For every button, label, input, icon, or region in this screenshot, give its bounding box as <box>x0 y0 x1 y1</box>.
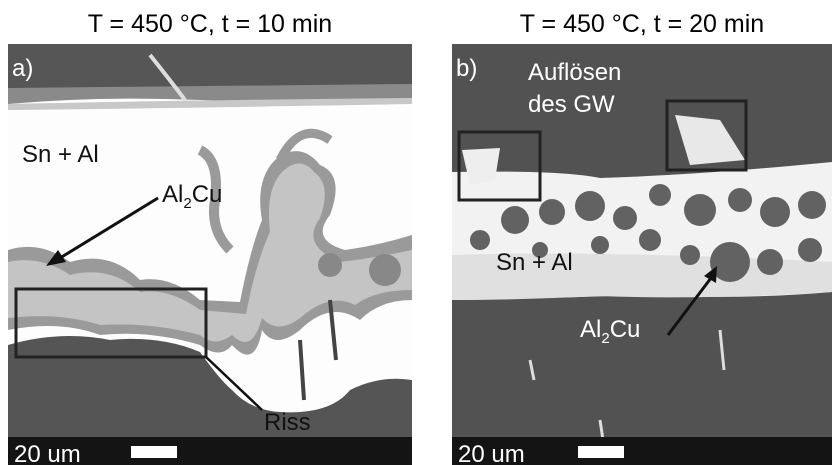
annotation: Riss <box>264 409 311 436</box>
annotation: des GW <box>528 91 615 118</box>
annotation-subscript: 2 <box>601 330 609 347</box>
annotation: Sn + Al <box>496 249 573 276</box>
scale-label: 20 um <box>14 441 81 465</box>
annotation-part: Cu <box>192 181 223 208</box>
annotation: Sn + Al <box>22 141 99 168</box>
panel-label: a) <box>12 55 33 82</box>
annotation-subscript: 2 <box>183 195 191 212</box>
annotation: Auflösen <box>528 59 621 86</box>
scale-label: 20 um <box>458 441 525 465</box>
annotation-part: Al <box>580 316 601 343</box>
panel-title: T = 450 °C, t = 20 min <box>520 10 764 38</box>
page: {"panels": [ {"title": "T = 450 °C, t = … <box>0 0 832 465</box>
panel-label: b) <box>456 55 477 82</box>
annotation: Al2Cu <box>580 316 640 347</box>
figure: T = 450 °C, t = 10 min a) Sn + Al Al2Cu … <box>0 0 832 465</box>
annotation-part: Al <box>162 181 183 208</box>
annotation-part: Cu <box>610 316 641 343</box>
micrograph-a <box>8 44 412 465</box>
panel-title: T = 450 °C, t = 10 min <box>88 10 332 38</box>
annotation: Al2Cu <box>162 181 222 212</box>
